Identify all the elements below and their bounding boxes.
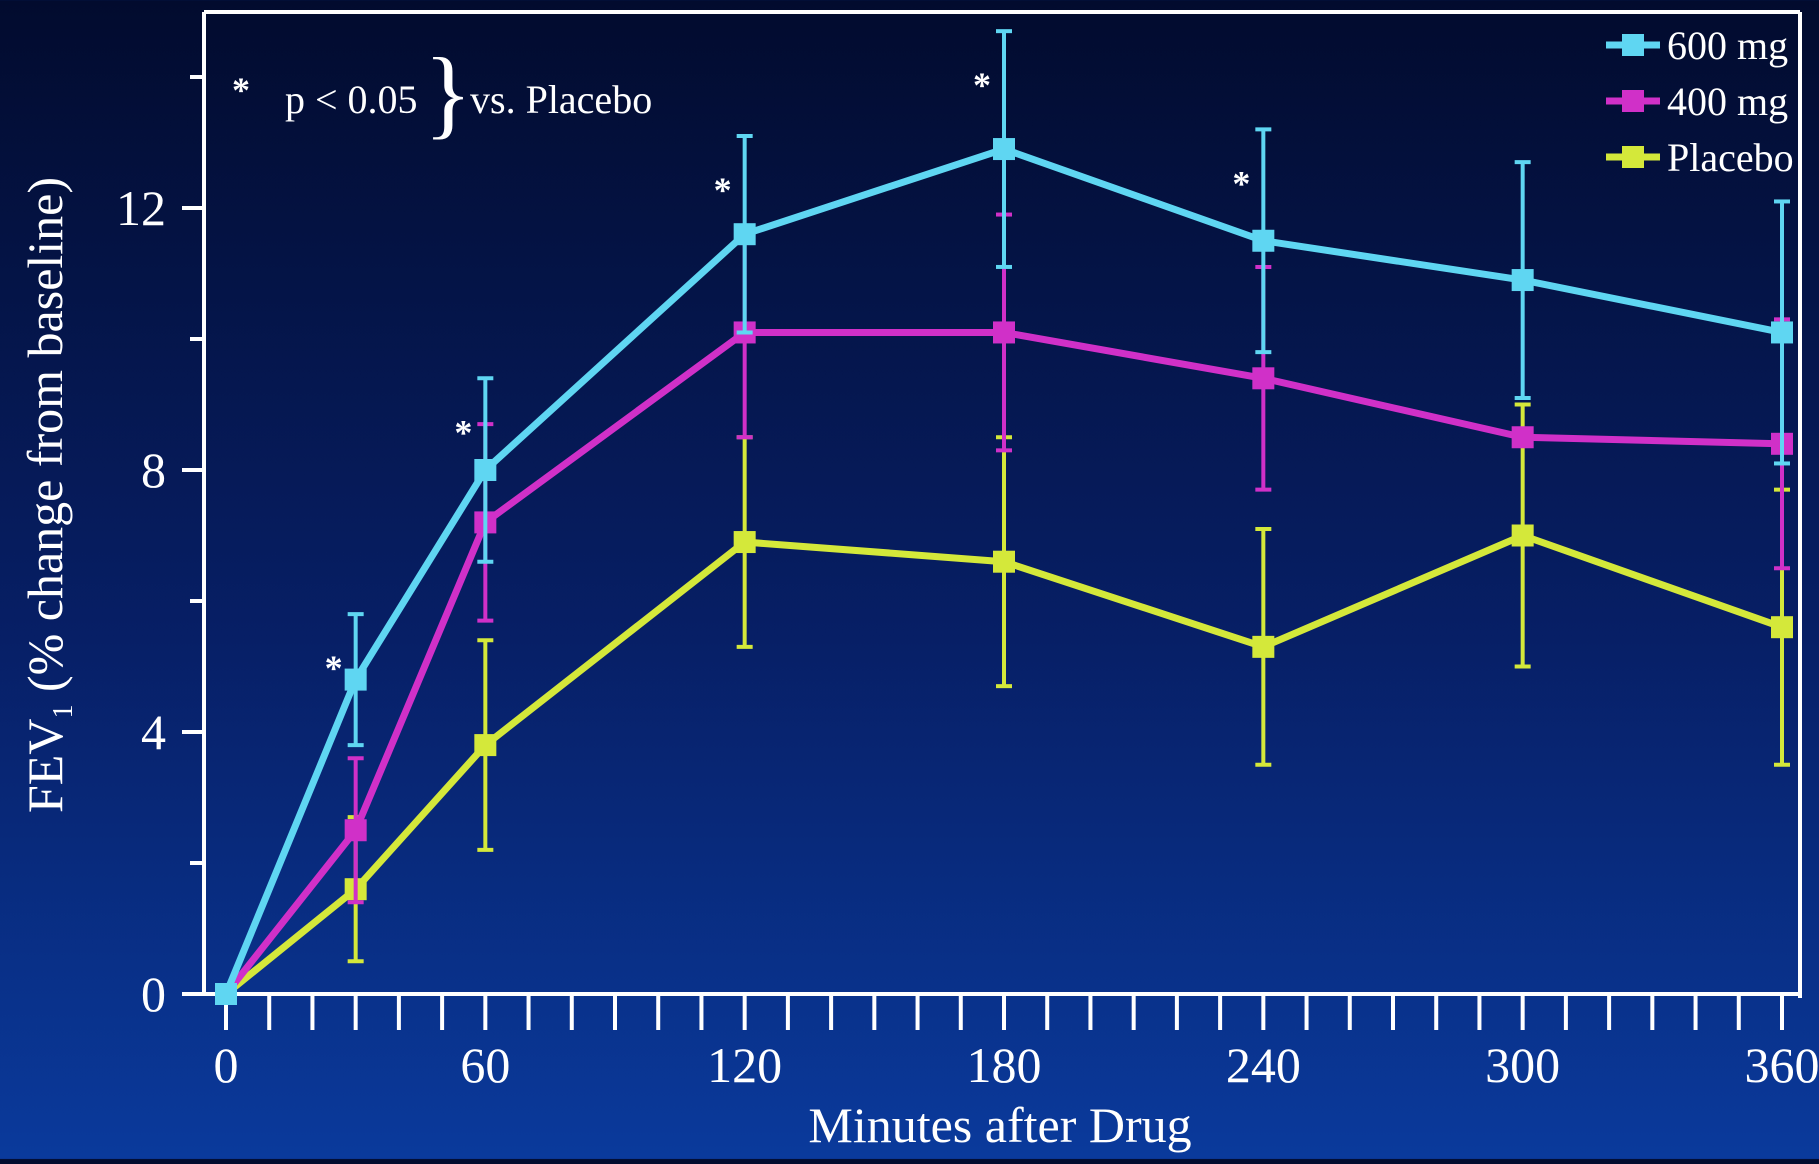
y-axis: 0 4 8 12 [116,12,204,1022]
note-star: * [232,70,250,110]
significance-star: * [973,65,991,105]
legend-marker [1622,34,1644,56]
data-point [993,551,1015,573]
legend-marker [1622,90,1644,112]
legend-label: Placebo [1667,135,1794,180]
x-tick-label: 60 [460,1037,510,1093]
significance-star: * [454,412,472,452]
y-tick-label: 8 [141,442,166,498]
significance-star: * [1232,163,1250,203]
significance-star: * [714,170,732,210]
x-tick-label: 120 [707,1037,782,1093]
note-brace: } [424,37,472,148]
y-tick-label: 0 [141,966,166,1022]
legend: 600 mg 400 mg Placebo [1606,23,1794,180]
legend-item-600-mg: 600 mg [1606,23,1788,68]
y-tick-label: 12 [116,180,166,236]
x-tick-label: 360 [1745,1037,1819,1093]
data-point [1252,367,1274,389]
legend-item-placebo: Placebo [1606,135,1794,180]
legend-item-400-mg: 400 mg [1606,79,1788,124]
x-tick-label: 180 [967,1037,1042,1093]
x-tick-label: 300 [1485,1037,1560,1093]
data-point [474,734,496,756]
legend-label: 600 mg [1667,23,1788,68]
y-tick-label: 4 [141,704,166,760]
data-point [1512,525,1534,547]
significance-star: * [325,648,343,688]
y-axis-title-subscript: 1 [48,705,79,719]
x-axis-title: Minutes after Drug [808,1097,1191,1153]
data-point [1512,269,1534,291]
data-point [1252,230,1274,252]
data-point [1771,321,1793,343]
data-point [1771,616,1793,638]
y-axis-title: FEV1 (% change from baseline) [17,177,79,813]
data-point [215,983,237,1005]
data-point [345,669,367,691]
data-point [474,459,496,481]
x-tick-label: 240 [1226,1037,1301,1093]
series-layer: * * * * * [215,31,1793,1005]
y-axis-title-rest: (% change from baseline) [17,177,73,705]
data-point [993,138,1015,160]
series-placebo [215,405,1793,1006]
data-point [734,223,756,245]
data-point [993,321,1015,343]
note-p-value: p < 0.05 [285,77,418,122]
data-point [1252,636,1274,658]
x-tick-label: 0 [214,1037,239,1093]
legend-label: 400 mg [1667,79,1788,124]
data-point [345,819,367,841]
note-vs-placebo: vs. Placebo [470,77,652,122]
x-axis: 0 60 120 180 240 300 360 [204,994,1819,1093]
y-axis-title-main: FEV [17,719,73,813]
data-point [734,531,756,553]
significance-note: * p < 0.05 } vs. Placebo [232,37,652,148]
legend-marker [1622,146,1644,168]
data-point [1512,426,1534,448]
